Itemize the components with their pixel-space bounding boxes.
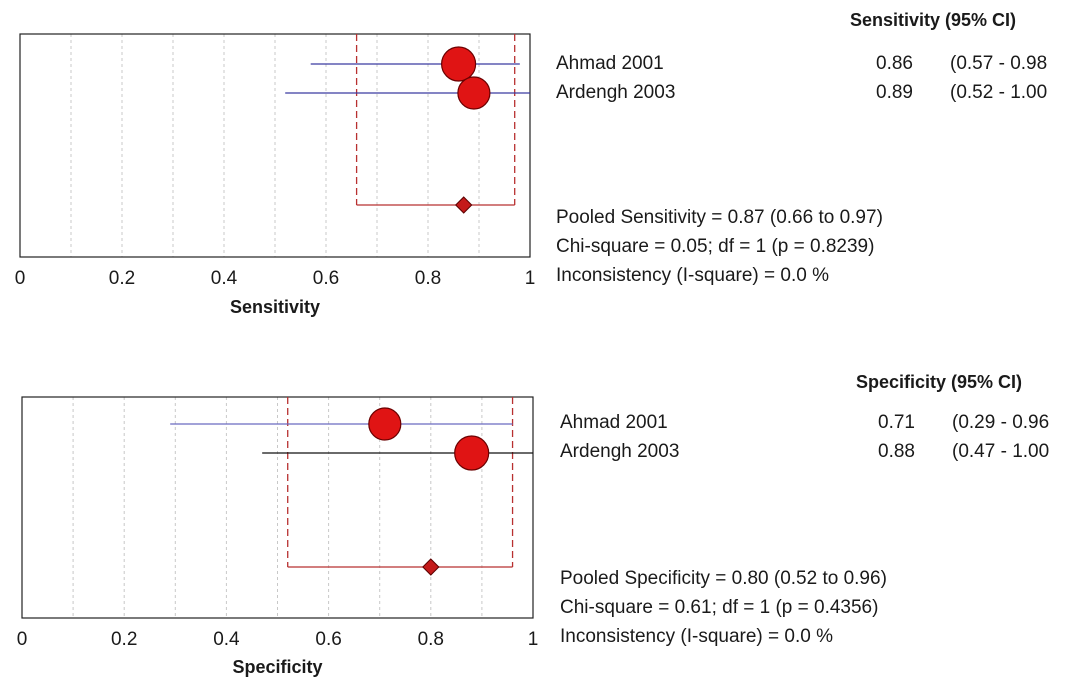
study-point-marker [454, 435, 490, 471]
study-value: 0.71 [878, 412, 915, 433]
pooled-stat: Pooled Sensitivity = 0.87 (0.66 to 0.97) [556, 207, 883, 228]
x-tick-label: 0.6 [313, 268, 339, 289]
study-value: 0.86 [876, 53, 913, 74]
sensitivity-plot-svg: 0 0.2 0.4 0.6 0.8 1 Sensitivity [15, 33, 536, 317]
plot-frame [21, 396, 534, 619]
study-name: Ahmad 2001 [556, 53, 664, 74]
study-value: 0.89 [876, 82, 913, 103]
pooled-estimate-diamond [454, 196, 473, 214]
x-axis-label: Sensitivity [230, 297, 320, 317]
x-axis-label: Specificity [232, 657, 322, 677]
x-tick-label: 0 [15, 268, 26, 289]
study-point-marker [441, 46, 477, 82]
pooled-stat: Pooled Specificity = 0.80 (0.52 to 0.96) [560, 568, 887, 589]
chi-square-stat: Chi-square = 0.61; df = 1 (p = 0.4356) [560, 597, 879, 618]
study-name: Ahmad 2001 [560, 412, 668, 433]
x-tick-label: 0.8 [418, 629, 444, 650]
study-point-marker [368, 407, 402, 441]
specificity-header: Specificity (95% CI) [856, 372, 1023, 392]
x-tick-label: 0.4 [213, 629, 240, 650]
study-ci: (0.57 - 0.98 [950, 53, 1048, 74]
study-name: Ardengh 2003 [556, 82, 676, 103]
study-name: Ardengh 2003 [560, 441, 680, 462]
x-tick-label: 0.2 [109, 268, 135, 289]
study-ci: (0.52 - 1.00 [950, 82, 1048, 103]
inconsistency-stat: Inconsistency (I-square) = 0.0 % [556, 265, 829, 286]
inconsistency-stat: Inconsistency (I-square) = 0.0 % [560, 626, 833, 647]
plot-frame [19, 33, 531, 258]
study-value: 0.88 [878, 441, 915, 462]
study-ci: (0.29 - 0.96 [952, 412, 1050, 433]
x-tick-label: 0.4 [211, 268, 238, 289]
x-tick-label: 1 [528, 629, 539, 650]
study-ci: (0.47 - 1.00 [952, 441, 1050, 462]
x-tick-label: 0.6 [315, 629, 341, 650]
chi-square-stat: Chi-square = 0.05; df = 1 (p = 0.8239) [556, 236, 875, 257]
specificity-forest-plot: 0 0.2 0.4 0.6 0.8 1 Specificity Specificity (9… [0, 362, 1088, 682]
sensitivity-forest-plot: 0 0.2 0.4 0.6 0.8 1 Sensitivity Sensitivity (9… [0, 0, 1088, 330]
x-tick-label: 0 [17, 629, 28, 650]
x-tick-label: 0.8 [415, 268, 441, 289]
study-point-marker [457, 76, 491, 110]
x-tick-label: 0.2 [111, 629, 137, 650]
sensitivity-header: Sensitivity (95% CI) [850, 10, 1017, 30]
pooled-estimate-diamond [422, 558, 440, 576]
specificity-plot-svg: 0 0.2 0.4 0.6 0.8 1 Specificity [17, 396, 539, 677]
x-tick-label: 1 [525, 268, 536, 289]
